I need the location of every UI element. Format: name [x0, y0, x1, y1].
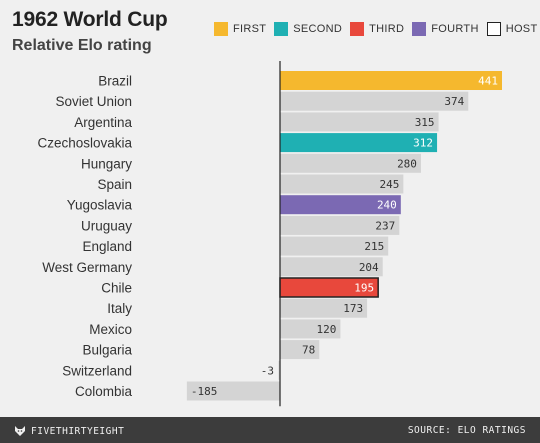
category-label: Spain	[97, 177, 132, 192]
bar	[280, 236, 389, 256]
value-label: 312	[413, 137, 433, 150]
value-label: -185	[191, 385, 218, 398]
category-label: Yugoslavia	[67, 198, 133, 213]
value-label: 120	[317, 323, 337, 336]
value-label: 315	[415, 116, 435, 129]
value-label: -3	[261, 364, 274, 377]
category-label: Italy	[107, 301, 132, 316]
bar	[280, 257, 383, 277]
legend-item-second: SECOND	[274, 22, 342, 36]
legend-item-host: HOST	[486, 22, 538, 36]
category-label: Hungary	[81, 156, 132, 171]
bar	[280, 91, 469, 111]
category-label: Colombia	[75, 384, 133, 399]
bar	[280, 174, 404, 194]
value-label: 240	[377, 199, 397, 212]
bar	[280, 71, 502, 90]
bar	[280, 298, 368, 318]
category-label: Argentina	[74, 115, 132, 130]
category-label: England	[82, 239, 132, 254]
source-note: SOURCE: ELO RATINGS	[407, 425, 526, 436]
category-label: Soviet Union	[55, 94, 132, 109]
legend-label: SECOND	[293, 23, 343, 35]
bar	[280, 319, 341, 339]
value-label: 280	[397, 157, 417, 170]
value-label: 441	[478, 75, 498, 88]
legend-label: FIRST	[233, 23, 267, 35]
bar	[280, 133, 438, 153]
bar	[280, 195, 401, 215]
category-label: Czechoslovakia	[37, 136, 132, 151]
value-label: 195	[354, 282, 374, 295]
bar	[280, 112, 439, 132]
category-label: Switzerland	[62, 363, 132, 378]
value-label: 78	[302, 344, 315, 357]
bar	[278, 360, 280, 380]
legend: FIRST SECOND THIRD FOURTH HOST	[214, 22, 537, 36]
brand-name: FIVETHIRTYEIGHT	[31, 425, 125, 437]
category-label: Brazil	[98, 74, 132, 89]
category-label: Uruguay	[81, 218, 132, 233]
chart-title: 1962 World Cup	[12, 8, 168, 31]
category-label: Bulgaria	[82, 343, 132, 358]
legend-label: THIRD	[369, 23, 405, 35]
value-label: 374	[444, 95, 464, 108]
value-label: 215	[364, 240, 384, 253]
brand: FIVETHIRTYEIGHT	[14, 425, 124, 437]
bar	[280, 153, 421, 173]
legend-item-first: FIRST	[214, 22, 266, 36]
fox-logo-icon	[15, 426, 25, 436]
bar	[186, 381, 280, 401]
category-label: Chile	[101, 281, 132, 296]
bar	[280, 215, 400, 235]
bar-chart: Brazil 441 Soviet Union 374 Argentina 315 Czec…	[37, 61, 502, 407]
legend-swatch	[412, 22, 427, 36]
footer: FIVETHIRTYEIGHT SOURCE: ELO RATINGS	[0, 417, 540, 443]
bar	[280, 340, 320, 360]
category-label: West Germany	[42, 260, 132, 275]
legend-item-fourth: FOURTH	[412, 22, 478, 36]
value-label: 204	[359, 261, 379, 274]
legend-label: HOST	[505, 23, 538, 35]
value-label: 237	[375, 219, 395, 232]
legend-swatch	[486, 22, 501, 36]
legend-swatch	[214, 22, 228, 36]
legend-swatch	[350, 22, 365, 36]
legend-label: FOURTH	[431, 23, 479, 35]
value-label: 245	[379, 178, 399, 191]
value-label: 173	[343, 302, 363, 315]
category-label: Mexico	[89, 322, 132, 337]
chart-subtitle: Relative Elo rating	[12, 37, 152, 54]
legend-item-third: THIRD	[350, 22, 404, 36]
legend-swatch	[274, 22, 289, 36]
